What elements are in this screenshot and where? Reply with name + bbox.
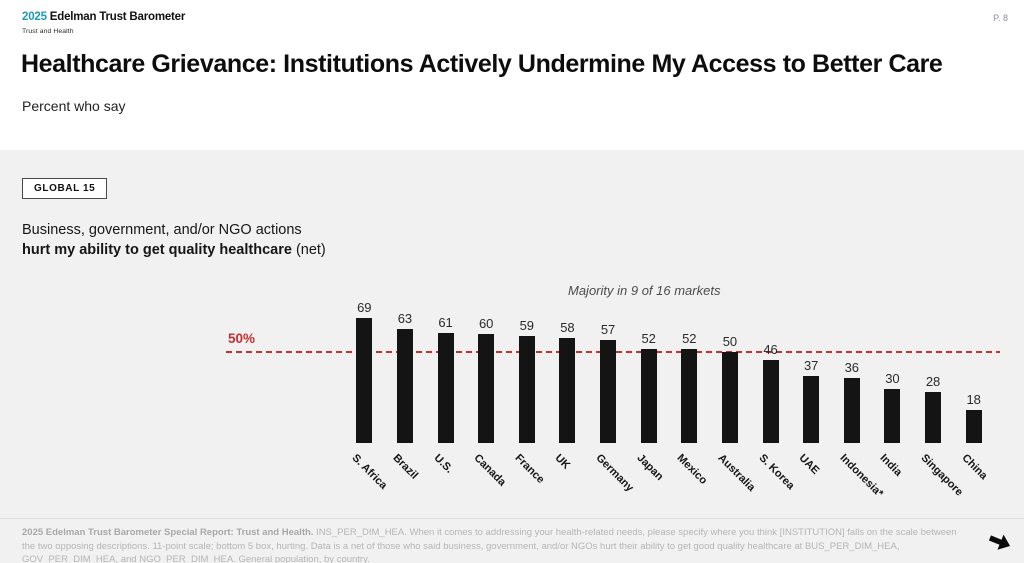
bar-group-s-africa: 69 S. Africa [344,278,390,492]
bar-group-singapore: 28 Singapore [913,278,966,499]
bar-category-label: Canada [471,452,509,489]
bar-group-india: 30 India [872,278,913,479]
page-number: P. 8 [993,13,1008,23]
bar [559,338,576,443]
bar-value-label: 30 [885,371,900,386]
logo-name: Edelman Trust Barometer [49,11,186,23]
bar-category-label: Australia [715,452,758,494]
bar-group-u-s-: 61 U.S. [425,278,466,476]
bar-category-label: S. Korea [756,452,797,493]
footer: 2025 Edelman Trust Barometer Special Rep… [0,518,1024,563]
logo-subtitle: Trust and Health [22,28,74,35]
next-slide-arrow-icon[interactable] [987,529,1013,555]
bar-group-china: 18 China [953,278,994,482]
bar [884,389,901,443]
majority-annotation: Majority in 9 of 16 markets [568,283,721,298]
bar-value-label: 58 [560,320,575,335]
chart-description: Business, government, and/or NGO actions… [22,221,326,260]
bar-group-uk: 58 UK [547,278,588,472]
bar-category-label: Japan [634,452,666,483]
bar [843,378,860,443]
bar-value-label: 37 [803,358,819,373]
bar-chart: 69 S. Africa 63 Brazil 61 U.S. 60 Canada 59 Franc… [344,278,994,500]
description-line-2: hurt my ability to get quality healthcar… [22,241,326,261]
page-subtitle: Percent who say [22,98,126,114]
bar-group-indonesia-: 36 Indonesia* [832,278,885,500]
bar-value-label: 46 [763,342,778,357]
bar-value-label: 52 [682,331,697,346]
source-note: 2025 Edelman Trust Barometer Special Rep… [22,526,967,563]
bar-category-label: U.S. [431,452,455,476]
bar [803,376,820,443]
bar [681,349,698,443]
description-line-1: Business, government, and/or NGO actions [22,222,302,238]
bar-group-france: 59 France [507,278,548,486]
page-title: Healthcare Grievance: Institutions Activ… [21,50,943,78]
bar-value-label: 59 [519,318,535,333]
bar-category-label: India [877,452,905,479]
global-15-badge: GLOBAL 15 [22,178,108,199]
bar-category-label: Germany [593,452,636,495]
bar-category-label: Brazil [390,452,421,482]
bar-value-label: 63 [397,311,413,326]
bar [721,352,738,443]
bar [437,333,454,443]
logo-year: 2025 [22,11,47,23]
bar-value-label: 60 [478,316,494,331]
bar-value-label: 61 [438,315,453,330]
bar-category-label: China [959,452,990,483]
bar-group-japan: 52 Japan [628,278,669,483]
bar-category-label: S. Africa [349,452,390,492]
bar-category-label: Mexico [674,452,710,487]
bar-group-germany: 57 Germany [588,278,636,494]
bar-group-australia: 50 Australia [710,278,757,494]
bar [518,336,535,443]
bar-category-label: UAE [796,452,822,477]
bar-value-label: 28 [925,374,941,389]
source-note-text: INS_PER_DIM_HEA. When it comes to addres… [22,527,957,563]
bar-value-label: 69 [357,300,372,315]
bar [640,349,657,443]
bar-category-label: UK [552,452,573,472]
bar-value-label: 57 [600,322,616,337]
bar-group-uae: 37 UAE [791,278,832,477]
bar-group-brazil: 63 Brazil [385,278,426,482]
description-line-2-bold: hurt my ability to get quality healthcar… [22,241,292,258]
logo-title: 2025 Edelman Trust Barometer [22,11,185,24]
bar [600,340,617,443]
bar-group-mexico: 52 Mexico [669,278,710,487]
bar-value-label: 50 [722,334,738,349]
bar-category-label: Singapore [918,452,966,499]
description-line-2-suffix: (net) [291,241,326,258]
bar [925,392,942,443]
bar-value-label: 52 [641,331,656,346]
bar [762,360,779,443]
chart-section: GLOBAL 15 Business, government, and/or N… [0,150,1024,518]
bar-group-s-korea: 46 S. Korea [750,278,796,492]
fifty-percent-label: 50% [228,331,256,346]
bar-value-label: 36 [844,360,860,375]
source-note-bold: 2025 Edelman Trust Barometer Special Rep… [22,527,314,538]
bar-group-canada: 60 Canada [466,278,509,489]
bar [965,410,982,443]
bar [478,334,495,443]
bar-category-label: France [512,452,547,486]
bar [356,318,373,443]
bar-value-label: 18 [966,392,981,407]
bar [396,329,413,443]
edelman-logo: 2025 Edelman Trust Barometer Trust and H… [22,11,185,38]
